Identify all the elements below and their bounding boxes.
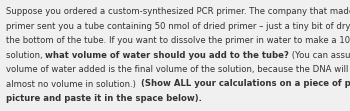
Text: (Show ALL your calculations on a piece of paper, take a: (Show ALL your calculations on a piece o… — [141, 79, 350, 88]
Text: Suppose you ordered a custom-synthesized PCR primer. The company that made the: Suppose you ordered a custom-synthesized… — [6, 7, 350, 16]
Text: what volume of water should you add to the tube?: what volume of water should you add to t… — [46, 51, 289, 59]
Text: solution,: solution, — [6, 51, 46, 59]
Text: picture and paste it in the space below).: picture and paste it in the space below)… — [6, 94, 202, 103]
Text: almost no volume in solution.): almost no volume in solution.) — [6, 79, 141, 88]
Text: volume of water added is the final volume of the solution, because the DNA will : volume of water added is the final volum… — [6, 65, 350, 74]
Text: (You can assume that the: (You can assume that the — [289, 51, 350, 59]
Text: the bottom of the tube. If you want to dissolve the primer in water to make a 10: the bottom of the tube. If you want to d… — [6, 36, 350, 45]
Text: primer sent you a tube containing 50 nmol of dried primer – just a tiny bit of d: primer sent you a tube containing 50 nmo… — [6, 22, 350, 31]
